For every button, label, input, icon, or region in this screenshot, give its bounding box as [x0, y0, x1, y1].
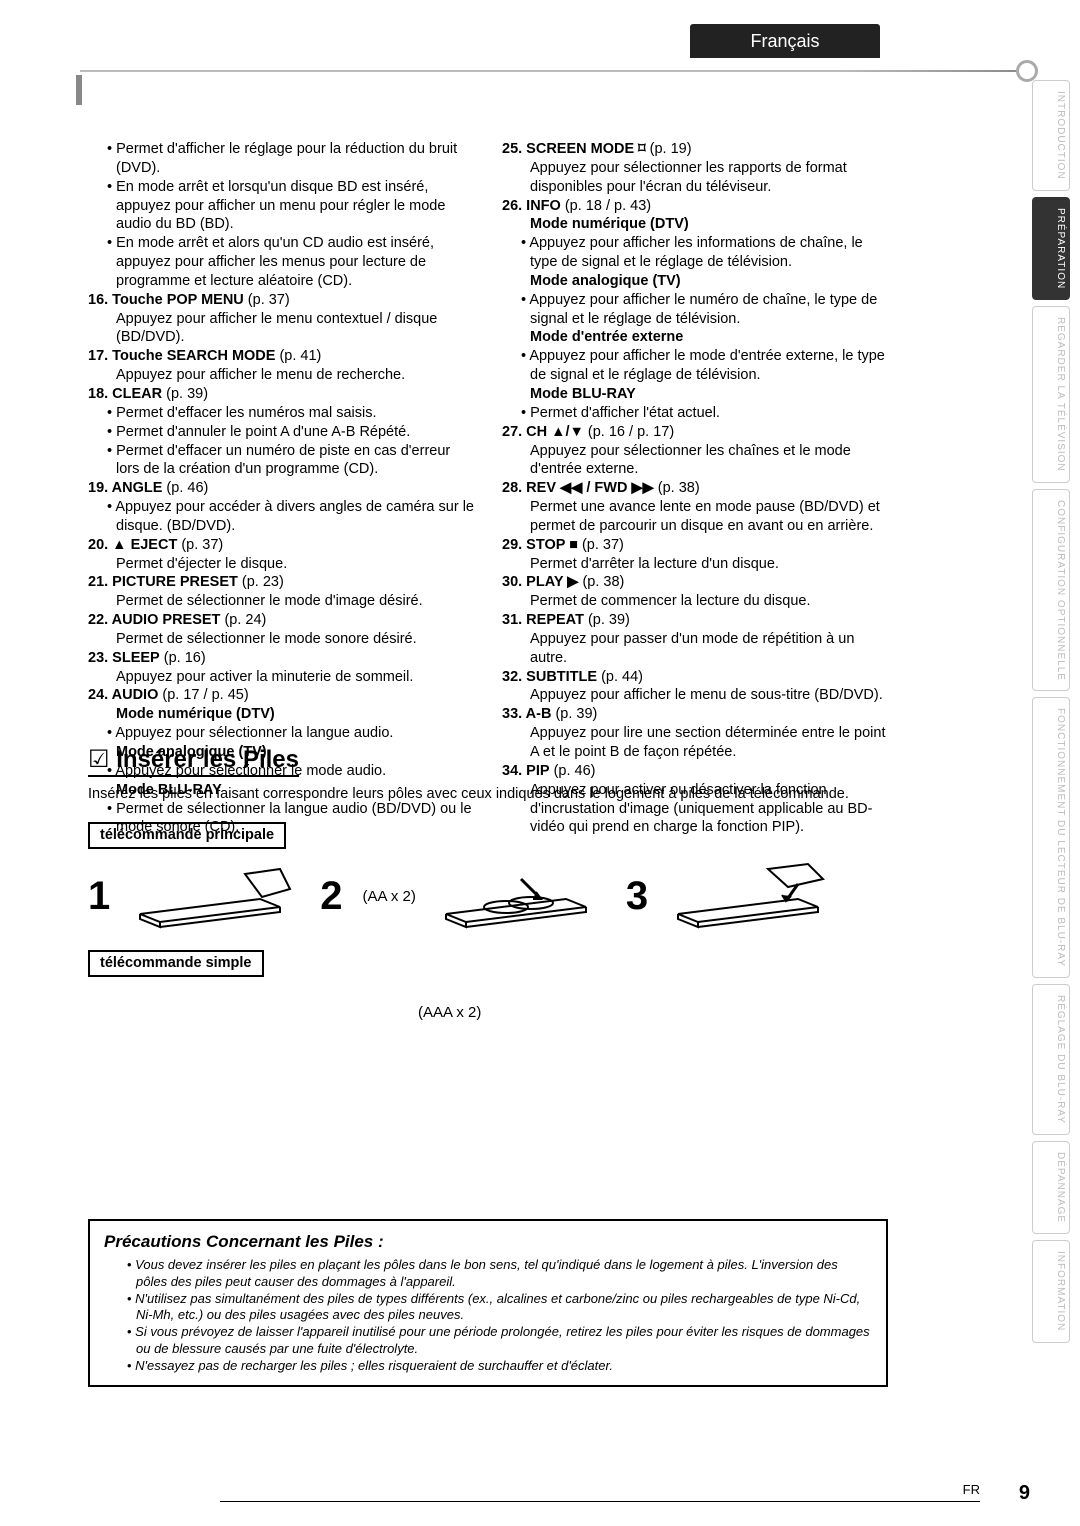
description-text: Appuyez pour activer la minuterie de som…: [88, 668, 474, 687]
header-rule: [80, 70, 1030, 72]
bullet-item: Permet d'effacer les numéros mal saisis.: [88, 404, 474, 423]
precautions-title: Précautions Concernant les Piles :: [104, 1231, 872, 1253]
bullet-item: Permet d'afficher le réglage pour la réd…: [88, 140, 474, 178]
bullet-item: Permet d'annuler le point A d'une A-B Ré…: [88, 423, 474, 442]
step-number: 2: [320, 870, 342, 922]
numbered-item: 26. INFO (p. 18 / p. 43): [502, 197, 888, 216]
footer-language: FR: [220, 1482, 980, 1502]
numbered-item: 19. ANGLE (p. 46): [88, 479, 474, 498]
description-text: Permet de commencer la lecture du disque…: [502, 592, 888, 611]
description-text: Permet de sélectionner le mode d'image d…: [88, 592, 474, 611]
remote-simple-label: télécommande simple: [88, 950, 264, 977]
description-text: Permet d'éjecter le disque.: [88, 555, 474, 574]
bullet-item: En mode arrêt et alors qu'un CD audio es…: [88, 234, 474, 291]
mode-heading: Mode numérique (DTV): [502, 215, 888, 234]
language-tab: Français: [690, 24, 880, 58]
mode-heading: Mode BLU-RAY: [502, 385, 888, 404]
insert-batteries-section: Insérer les Piles Insérez les piles en f…: [88, 730, 888, 1387]
bullet-item: Appuyez pour accéder à divers angles de …: [88, 498, 474, 536]
description-text: Permet de sélectionner le mode sonore dé…: [88, 630, 474, 649]
bullet-item: Permet d'afficher l'état actuel.: [502, 404, 888, 423]
description-text: Permet d'arrêter la lecture d'un disque.: [502, 555, 888, 574]
side-nav: INTRODUCTION PRÉPARATION REGARDER LA TÉLÉV…: [1032, 80, 1070, 1343]
numbered-item: 32. SUBTITLE (p. 44): [502, 668, 888, 687]
numbered-item: 16. Touche POP MENU (p. 37): [88, 291, 474, 310]
numbered-item: 27. CH ▲/▼ (p. 16 / p. 17): [502, 423, 888, 442]
nav-tab[interactable]: REGARDER LA TÉLÉVISION: [1032, 306, 1070, 483]
description-text: Permet une avance lente en mode pause (B…: [502, 498, 888, 536]
description-text: Appuyez pour afficher le menu contextuel…: [88, 310, 474, 348]
numbered-item: 30. PLAY ▶ (p. 38): [502, 573, 888, 592]
description-text: Appuyez pour afficher le menu de sous-ti…: [502, 686, 888, 705]
remote-illustration-icon: [668, 859, 838, 934]
section-title: Insérer les Piles: [88, 744, 299, 777]
bullet-item: En mode arrêt et lorsqu'un disque BD est…: [88, 178, 474, 235]
battery-steps-simple: (AAA x 2): [88, 983, 888, 1043]
description-text: Appuyez pour afficher le menu de recherc…: [88, 366, 474, 385]
remote-illustration-icon: [130, 859, 300, 934]
battery-type-label: (AAA x 2): [418, 1003, 481, 1023]
nav-tab[interactable]: PRÉPARATION: [1032, 197, 1070, 300]
description-text: Appuyez pour sélectionner les rapports d…: [502, 159, 888, 197]
page-number: 9: [1019, 1480, 1030, 1506]
numbered-item: 21. PICTURE PRESET (p. 23): [88, 573, 474, 592]
mode-heading: Mode d'entrée externe: [502, 328, 888, 347]
numbered-item: 29. STOP ■ (p. 37): [502, 536, 888, 555]
mode-heading: Mode numérique (DTV): [88, 705, 474, 724]
numbered-item: 18. CLEAR (p. 39): [88, 385, 474, 404]
header-circle-icon: [1016, 60, 1038, 82]
nav-tab[interactable]: INTRODUCTION: [1032, 80, 1070, 191]
step-number: 3: [626, 870, 648, 922]
numbered-item: 20. ▲ EJECT (p. 37): [88, 536, 474, 555]
bullet-item: Appuyez pour afficher le numéro de chaîn…: [502, 291, 888, 329]
bullet-item: Appuyez pour afficher le mode d'entrée e…: [502, 347, 888, 385]
precaution-item: Si vous prévoyez de laisser l'appareil i…: [104, 1324, 872, 1358]
mode-heading: Mode analogique (TV): [502, 272, 888, 291]
numbered-item: 22. AUDIO PRESET (p. 24): [88, 611, 474, 630]
nav-tab[interactable]: INFORMATION: [1032, 1240, 1070, 1342]
numbered-item: 25. SCREEN MODE ⌑ (p. 19): [502, 140, 888, 159]
battery-type-label: (AA x 2): [363, 887, 416, 907]
description-text: Appuyez pour sélectionner les chaînes et…: [502, 442, 888, 480]
numbered-item: 33. A-B (p. 39): [502, 705, 888, 724]
remote-illustration-icon: [436, 859, 606, 934]
numbered-item: 31. REPEAT (p. 39): [502, 611, 888, 630]
precautions-box: Précautions Concernant les Piles : Vous …: [88, 1219, 888, 1387]
numbered-item: 28. REV ◀◀ / FWD ▶▶ (p. 38): [502, 479, 888, 498]
step-number: 1: [88, 870, 110, 922]
description-text: Appuyez pour passer d'un mode de répétit…: [502, 630, 888, 668]
bullet-item: Appuyez pour afficher les informations d…: [502, 234, 888, 272]
spacer: [88, 1043, 888, 1213]
remote-main-label: télécommande principale: [88, 822, 286, 849]
numbered-item: 24. AUDIO (p. 17 / p. 45): [88, 686, 474, 705]
nav-tab[interactable]: RÉGLAGE DU BLU-RAY: [1032, 984, 1070, 1135]
battery-steps-main: 1 2 (AA x 2) 3: [88, 859, 888, 934]
precaution-item: Vous devez insérer les piles en plaçant …: [104, 1257, 872, 1291]
precaution-item: N'essayez pas de recharger les piles ; e…: [104, 1358, 872, 1375]
bullet-item: Permet d'effacer un numéro de piste en c…: [88, 442, 474, 480]
header-side-bar: [76, 75, 82, 105]
numbered-item: 23. SLEEP (p. 16): [88, 649, 474, 668]
precaution-item: N'utilisez pas simultanément des piles d…: [104, 1291, 872, 1325]
section-intro: Insérez les piles en faisant correspondr…: [88, 785, 888, 804]
nav-tab[interactable]: CONFIGURATION OPTIONNELLE: [1032, 489, 1070, 692]
numbered-item: 17. Touche SEARCH MODE (p. 41): [88, 347, 474, 366]
nav-tab[interactable]: DÉPANNAGE: [1032, 1141, 1070, 1234]
nav-tab[interactable]: FONCTIONNEMENT DU LECTEUR DE BLU-RAY: [1032, 697, 1070, 978]
